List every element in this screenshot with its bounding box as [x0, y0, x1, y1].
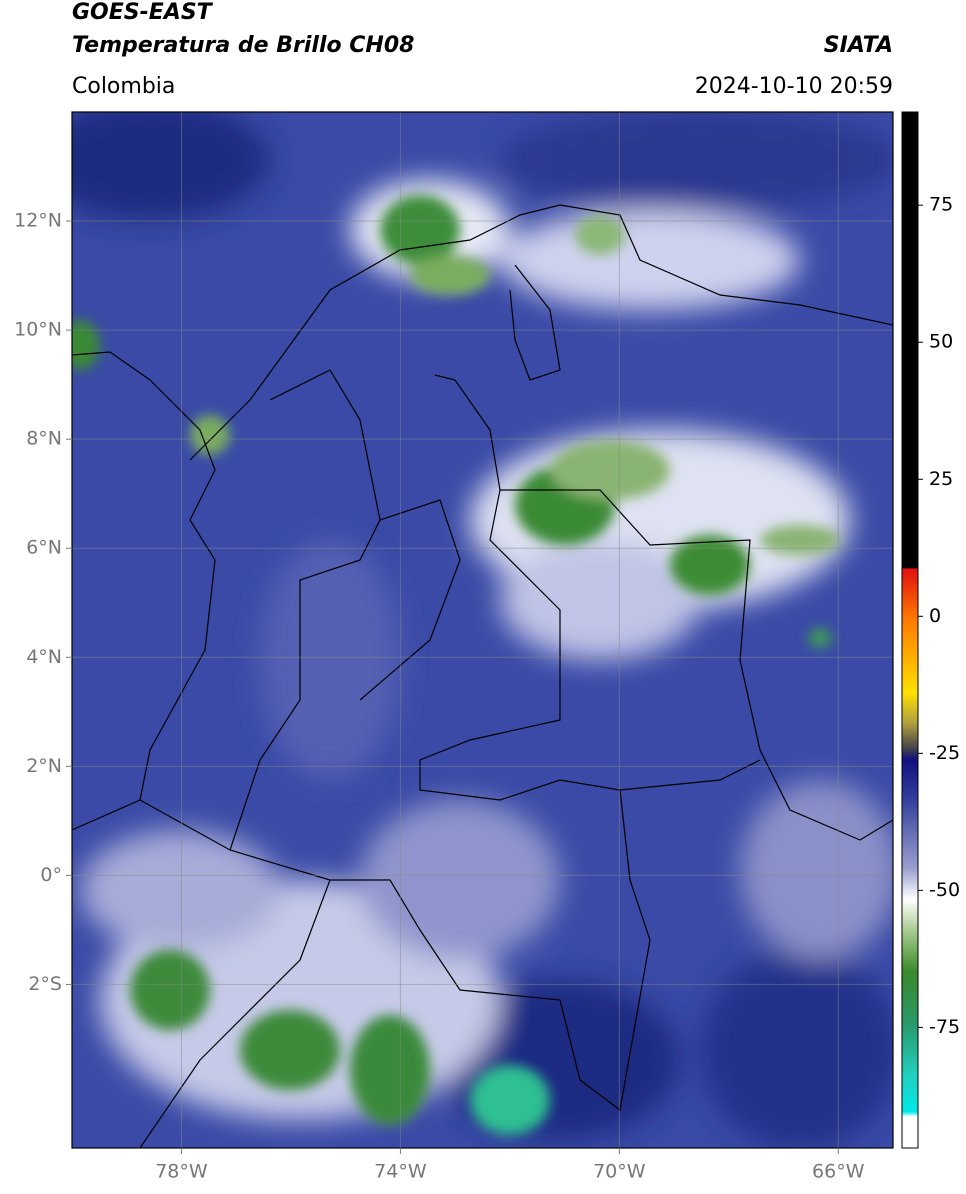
colorbar-tick-label: -75: [929, 1016, 960, 1038]
lat-tick-label: 6°N: [26, 537, 62, 559]
colorbar-tick-label: 25: [929, 468, 953, 490]
satellite-image: [72, 112, 893, 1148]
lat-tick-label: 8°N: [26, 428, 62, 450]
colorbar: [901, 111, 919, 1149]
lat-tick-label: 2°S: [28, 973, 62, 995]
lat-tick-label: 12°N: [14, 210, 62, 232]
title: GOES-EAST: [72, 0, 214, 25]
lon-tick-label: 70°W: [593, 1161, 646, 1183]
colorbar-tick-label: 0: [929, 605, 941, 627]
map-frame: [71, 111, 894, 1149]
colorbar-tick-label: 75: [929, 194, 953, 216]
lon-tick-label: 74°W: [374, 1161, 427, 1183]
region: Colombia: [72, 74, 175, 99]
lat-tick-label: 4°N: [26, 646, 62, 668]
lon-tick-label: 66°W: [812, 1161, 865, 1183]
colorbar-tick-label: 50: [929, 331, 953, 353]
subtitle: Temperatura de Brillo CH08: [72, 33, 414, 58]
lat-tick-label: 0°: [40, 864, 62, 886]
colorbar-tick-label: -50: [929, 879, 960, 901]
lat-tick-label: 2°N: [26, 755, 62, 777]
source: SIATA: [824, 33, 893, 58]
lat-tick-label: 10°N: [14, 319, 62, 341]
lon-tick-label: 78°W: [155, 1161, 208, 1183]
graticule: [72, 112, 893, 1148]
timestamp: 2024-10-10 20:59: [695, 74, 893, 99]
colorbar-tick-label: -25: [929, 742, 960, 764]
